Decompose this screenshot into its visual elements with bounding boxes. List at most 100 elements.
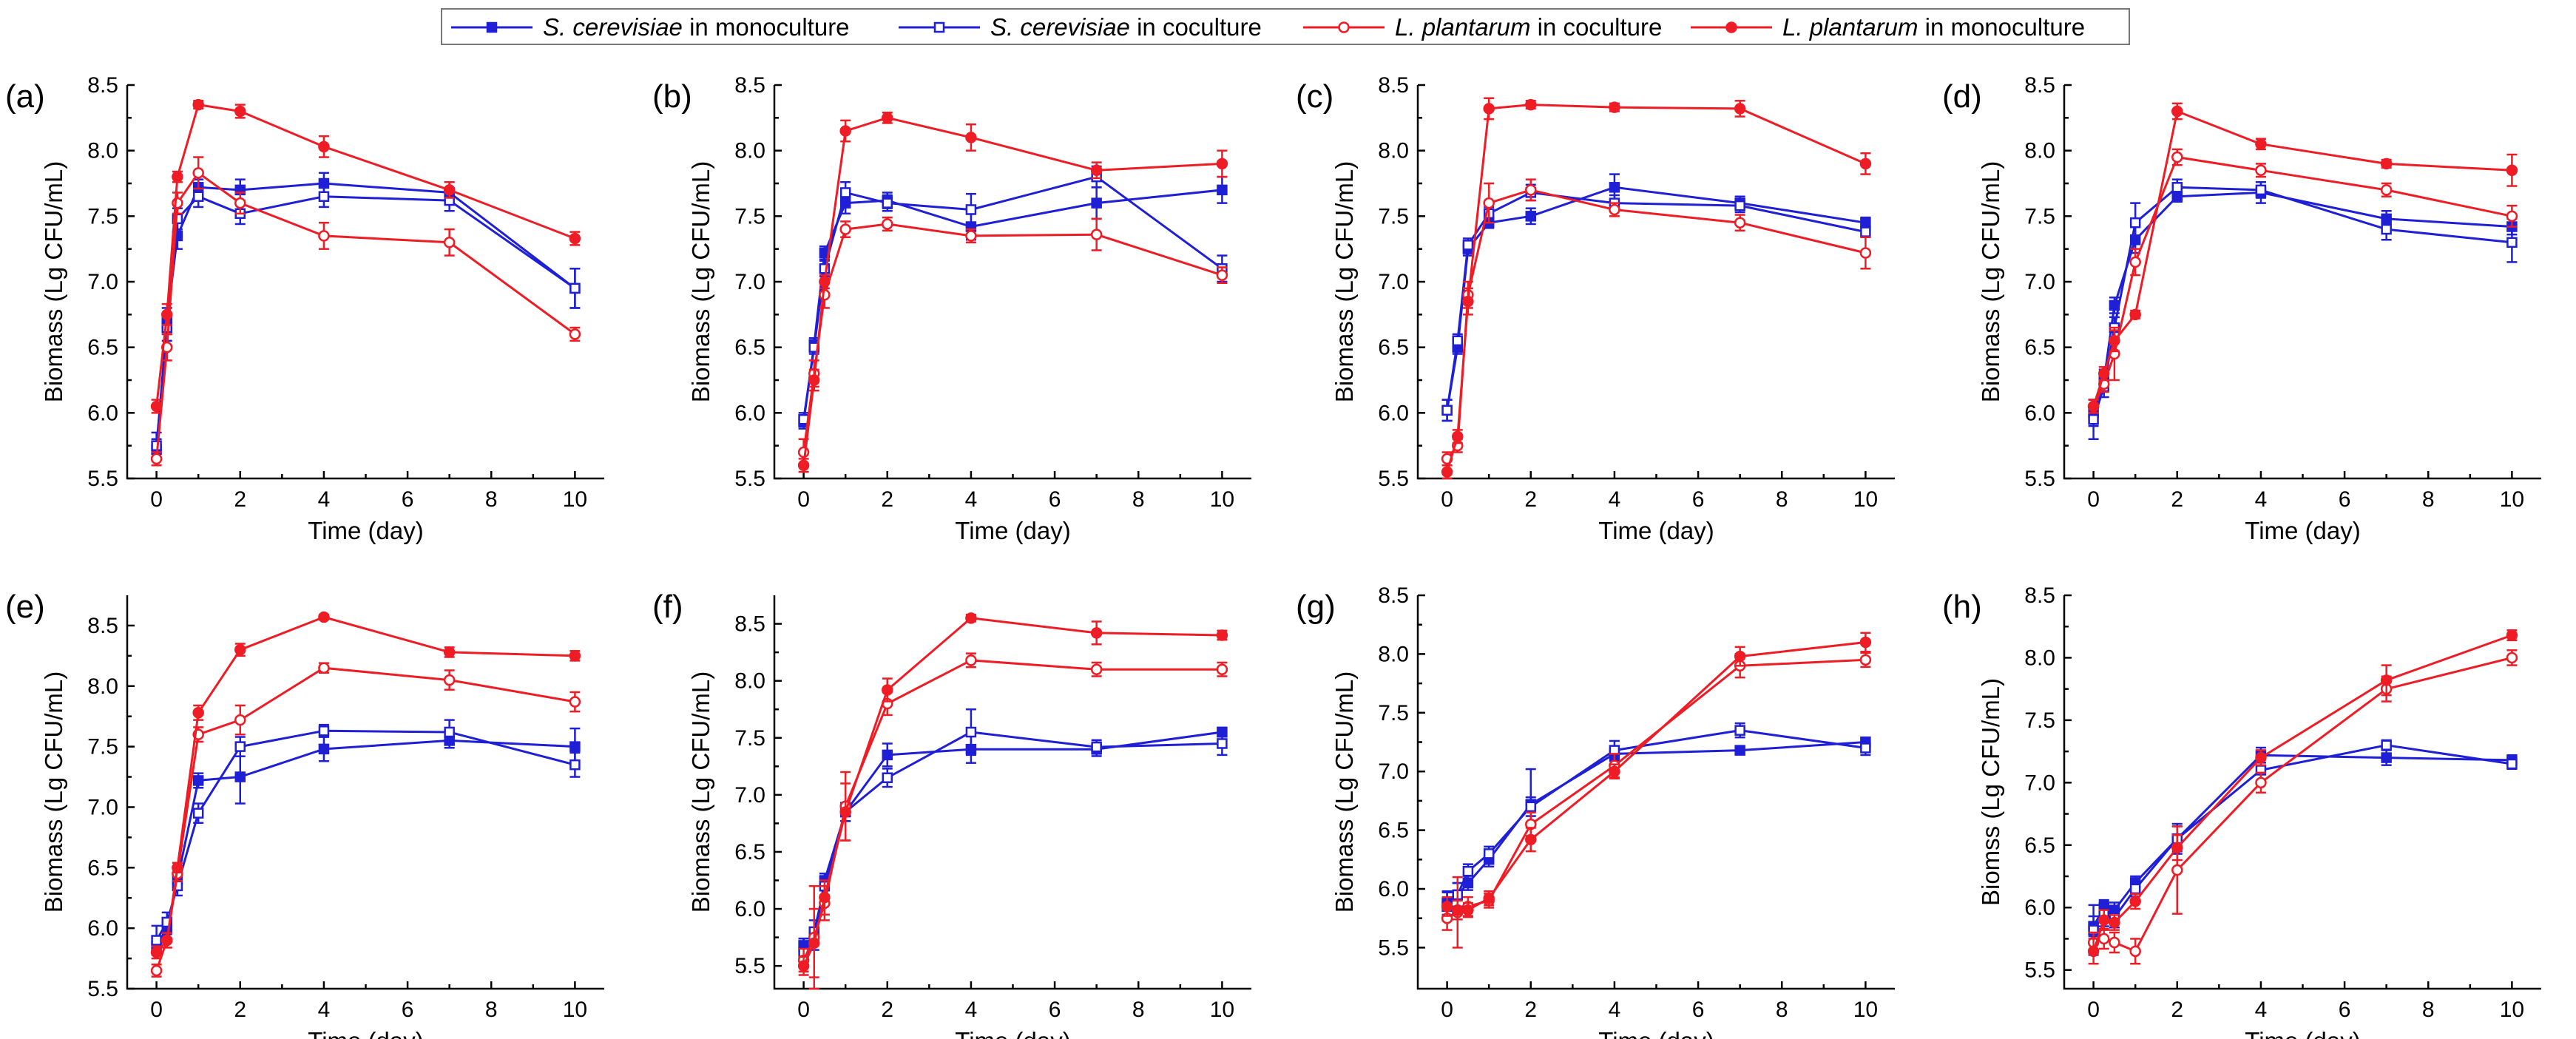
y-tick-label: 6.5 <box>87 336 118 360</box>
data-point <box>2506 237 2518 248</box>
data-point <box>2255 138 2267 150</box>
x-tick-label: 4 <box>318 487 331 512</box>
data-point <box>1525 801 1537 813</box>
legend-marker <box>1338 21 1350 33</box>
series <box>797 111 1228 473</box>
data-point <box>569 650 581 662</box>
y-tick-label: 5.5 <box>734 954 765 978</box>
series <box>798 165 1228 427</box>
panel-label: (f) <box>652 589 683 625</box>
data-point <box>1462 904 1474 916</box>
data-point <box>2098 933 2110 945</box>
data-point <box>882 772 893 783</box>
data-point <box>318 141 330 153</box>
data-point <box>2171 105 2183 118</box>
data-point <box>2255 751 2267 764</box>
data-point <box>839 125 851 137</box>
chart-panel: (b) 5.5 6.0 6.5 7.0 7.5 8.0 8.5 0 2 4 6 8 10 Time (day… <box>652 73 1251 544</box>
y-tick-label: 7.5 <box>87 735 118 759</box>
data-point <box>1441 466 1453 478</box>
x-axis-label: Time (day) <box>308 1027 423 1039</box>
series-line <box>155 729 575 941</box>
legend-label: S. cerevisiae in monoculture <box>543 13 850 41</box>
x-tick-label: 6 <box>2339 998 2351 1022</box>
series <box>150 611 581 960</box>
legend-marker <box>486 21 498 33</box>
data-point <box>1525 98 1537 111</box>
y-tick-label: 5.5 <box>87 977 118 1001</box>
y-axis-label: Biomass (Lg CFU/mL) <box>1331 671 1358 913</box>
y-tick-label: 8.0 <box>87 139 118 163</box>
data-point <box>2255 164 2267 177</box>
data-point <box>1609 765 1620 777</box>
y-tick-label: 8.0 <box>2024 646 2055 670</box>
data-point <box>318 662 330 674</box>
data-point <box>2506 758 2518 770</box>
y-tick-label: 6.0 <box>2024 896 2055 920</box>
x-tick-label: 0 <box>797 487 810 512</box>
data-point <box>839 806 851 818</box>
data-point <box>2381 752 2392 763</box>
data-point <box>1217 184 1228 196</box>
series <box>798 708 1228 967</box>
x-tick-label: 4 <box>2255 487 2268 512</box>
data-point <box>819 276 831 288</box>
x-tick-label: 6 <box>1692 487 1705 512</box>
data-point <box>797 459 810 472</box>
y-tick-label: 7.0 <box>87 795 118 819</box>
x-tick-label: 6 <box>402 998 414 1022</box>
series-line <box>802 617 1223 967</box>
data-point <box>1483 197 1495 209</box>
y-tick-label: 6.5 <box>87 856 118 880</box>
x-tick-label: 4 <box>2255 998 2268 1022</box>
series-line <box>1446 741 1866 904</box>
data-point <box>1525 833 1537 846</box>
x-tick-label: 4 <box>965 998 978 1022</box>
data-point <box>318 743 330 755</box>
x-tick-label: 4 <box>965 487 978 512</box>
data-point <box>234 714 246 726</box>
y-tick-label: 8.0 <box>2024 139 2055 163</box>
data-point <box>1859 654 1872 666</box>
data-point <box>1860 226 1871 237</box>
series-line <box>1446 191 1866 411</box>
data-point <box>569 696 581 708</box>
y-tick-label: 5.5 <box>2024 958 2055 983</box>
y-tick-label: 6.0 <box>87 916 118 941</box>
legend-species: L. plantarum <box>1395 13 1530 41</box>
data-point <box>1609 182 1620 193</box>
data-point <box>234 197 246 209</box>
series-line <box>802 731 1223 947</box>
x-tick-label: 2 <box>234 487 246 512</box>
data-point <box>318 611 330 623</box>
y-axis-label: Biomass (Lg CFU/mL) <box>40 671 67 913</box>
x-tick-label: 8 <box>485 998 498 1022</box>
data-point <box>1452 430 1464 443</box>
x-tick-label: 8 <box>1776 487 1788 512</box>
legend-suffix: in monoculture <box>683 13 850 41</box>
x-tick-label: 0 <box>1441 487 1453 512</box>
data-point <box>2098 914 2110 926</box>
data-point <box>1734 217 1746 229</box>
y-tick-label: 8.0 <box>734 669 765 694</box>
x-tick-label: 8 <box>1132 487 1145 512</box>
data-point <box>443 646 456 658</box>
x-tick-label: 10 <box>1210 487 1234 512</box>
series <box>798 175 1228 430</box>
data-point <box>150 400 163 413</box>
series-line <box>802 731 1223 953</box>
y-tick-label: 5.5 <box>1378 467 1409 491</box>
data-point <box>2171 151 2183 163</box>
data-point <box>192 775 204 786</box>
y-axis-label: Biomss (Lg CFU/mL) <box>1977 678 2004 906</box>
chart-panel: (c) 5.5 6.0 6.5 7.0 7.5 8.0 8.5 0 2 4 6 8 10 Time (day… <box>1296 73 1895 544</box>
data-point <box>2129 896 2141 907</box>
data-point <box>192 98 204 111</box>
data-point <box>1216 158 1228 170</box>
x-tick-label: 4 <box>1609 487 1621 512</box>
y-tick-label: 8.5 <box>2024 583 2055 608</box>
legend-suffix: in coculture <box>1130 13 1262 41</box>
panel-label: (h) <box>1942 589 1982 625</box>
x-tick-label: 2 <box>2171 487 2183 512</box>
